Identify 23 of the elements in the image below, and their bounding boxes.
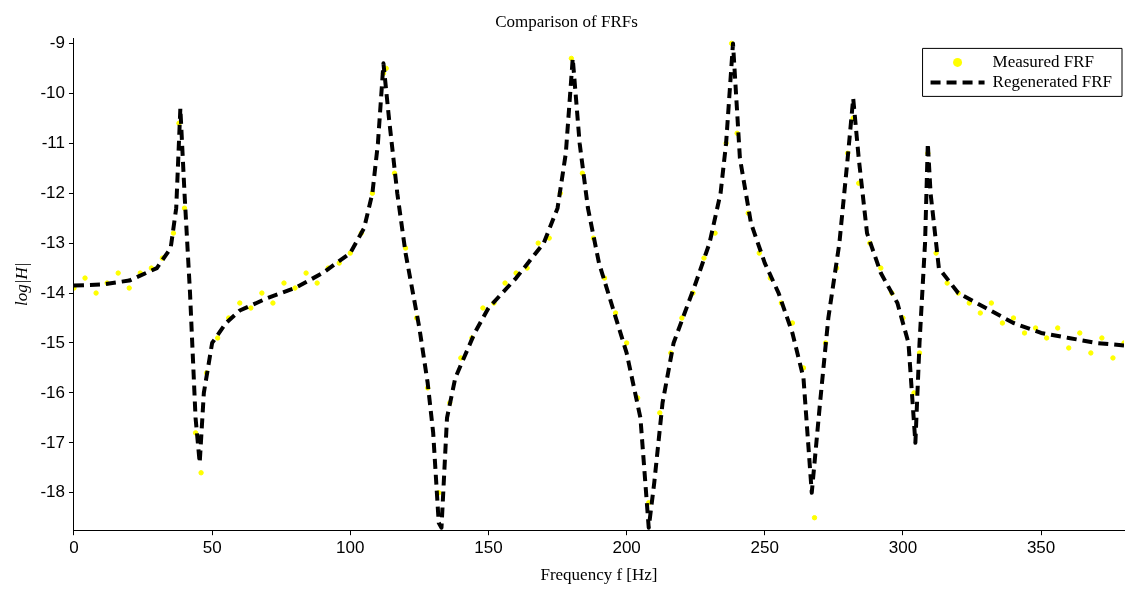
y-tick-label: -12 <box>40 182 65 202</box>
y-tick-label: -9 <box>49 33 65 53</box>
x-tick-label: 250 <box>750 538 779 558</box>
y-axis-title: log|H| <box>11 262 31 306</box>
y-tick-label: -10 <box>40 83 65 103</box>
x-tick-label: 150 <box>474 538 503 558</box>
x-tick-label: 100 <box>336 538 365 558</box>
y-tick-label: -15 <box>40 332 65 352</box>
x-tick-label: 50 <box>202 538 222 558</box>
x-tick-label: 300 <box>888 538 918 558</box>
y-tick-label: -17 <box>40 432 65 452</box>
x-tick-label: 200 <box>612 538 641 558</box>
y-tick-label: -16 <box>40 382 65 402</box>
x-axis-title: Frequency f [Hz] <box>540 565 658 585</box>
chart-title: Comparison of FRFs <box>495 11 638 31</box>
x-tick-label: 350 <box>1026 538 1056 558</box>
legend-label: Measured FRF <box>992 51 1095 71</box>
y-tick-label: -14 <box>40 282 65 302</box>
x-tick-label: 0 <box>69 538 79 558</box>
legend-label: Regenerated FRF <box>992 71 1112 91</box>
y-tick-label: -13 <box>40 232 65 252</box>
y-tick-label: -11 <box>41 132 65 152</box>
y-tick-label: -18 <box>40 482 65 502</box>
